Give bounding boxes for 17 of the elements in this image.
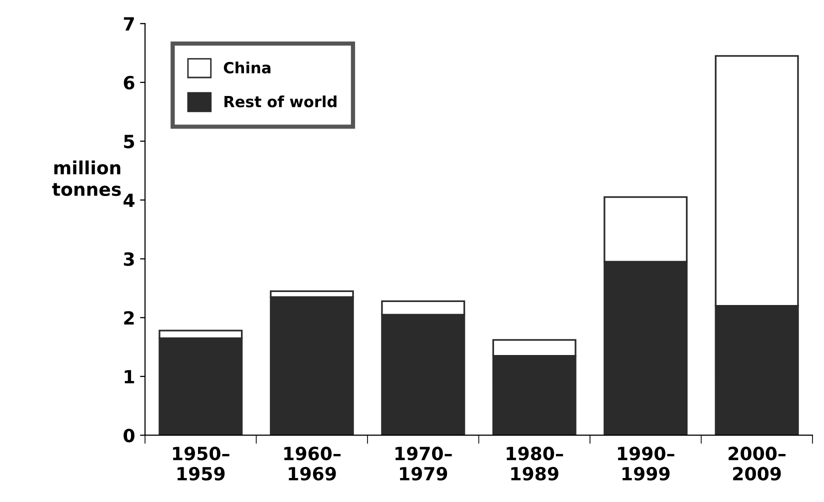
legend-label: China (224, 62, 270, 74)
y-tick-label: 6 (124, 76, 134, 90)
legend-label: Rest of world (224, 96, 336, 108)
x-tick-label: 1990– 1999 (618, 446, 674, 481)
y-tick-label: 0 (124, 428, 134, 442)
y-tick-label: 4 (124, 194, 134, 207)
y-axis-title: million tonnes (52, 160, 121, 196)
x-tick-label: 1970– 1979 (396, 446, 452, 481)
y-tick-label: 2 (124, 311, 134, 324)
x-tick-label: 1950– 1959 (173, 446, 230, 481)
y-tick-label: 3 (124, 252, 134, 266)
x-tick-label: 1960– 1969 (284, 446, 341, 481)
y-tick-label: 5 (124, 134, 134, 148)
y-tick-label: 7 (124, 17, 134, 30)
y-tick-label: 1 (124, 370, 134, 384)
x-tick-label: 2000– 2009 (728, 446, 786, 481)
x-tick-label: 1980– 1989 (506, 446, 564, 481)
